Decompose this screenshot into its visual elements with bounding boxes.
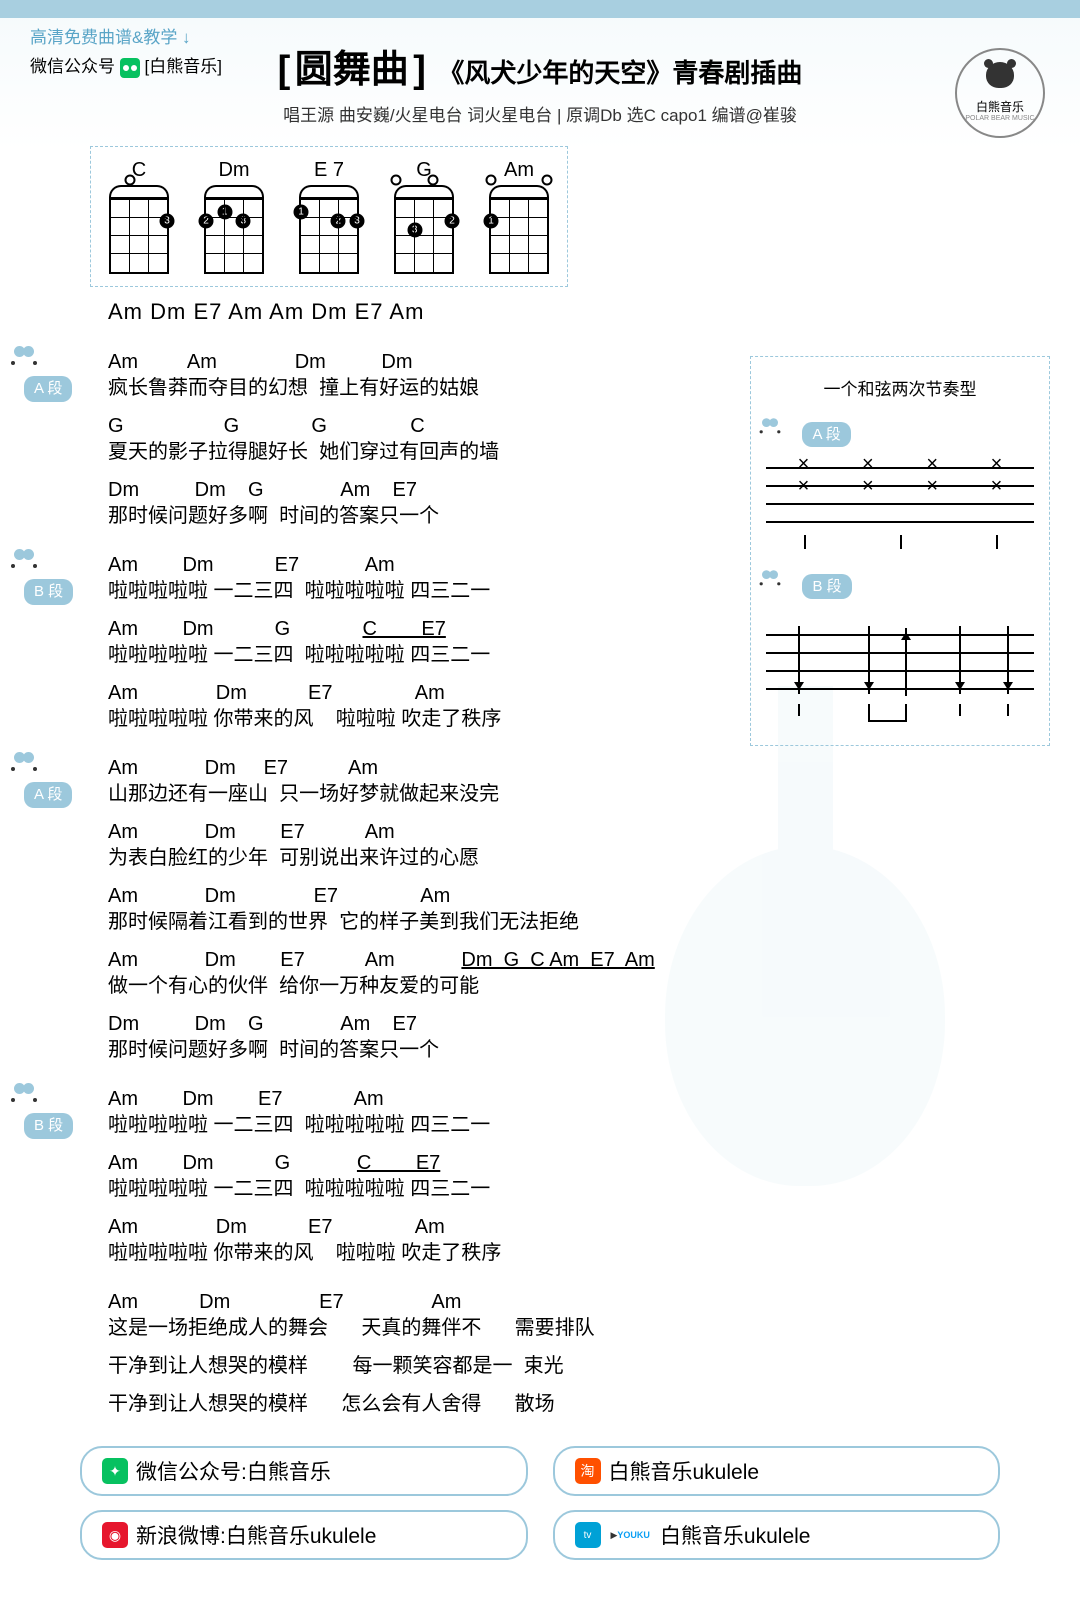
lyric-line: G G G C 夏天的影子拉得腿好长 她们穿过有回声的墙 <box>108 414 1050 464</box>
chord-E 7: E 7 123 <box>299 159 359 274</box>
section-label: B 段 <box>24 1087 73 1139</box>
promo-box: 高清免费曲谱&教学 ↓ 微信公众号 [白熊音乐] <box>30 23 222 78</box>
lyric-line: Am Dm E7 Am 这是一场拒绝成人的舞会 天真的舞伴不 需要排队 <box>108 1290 1050 1340</box>
lyric-line: Am Dm E7 Am 啦啦啦啦啦 你带来的风 啦啦啦 吹走了秩序 <box>108 681 1050 731</box>
lyric-line: Am Dm E7 Am 那时候隔着江看到的世界 它的样子美到我们无法拒绝 <box>108 884 1050 934</box>
song-title: 圆舞曲 <box>295 49 409 91</box>
lyrics-section: B 段 Am Dm E7 Am 啦啦啦啦啦 一二三四 啦啦啦啦啦 四三二一 Am… <box>108 1087 1050 1265</box>
lyric-line: Am Dm E7 Am 啦啦啦啦啦 一二三四 啦啦啦啦啦 四三二一 <box>108 553 1050 603</box>
lyric-line: Dm Dm G Am E7 那时候问题好多啊 时间的答案只一个 <box>108 478 1050 528</box>
brand-logo: 白熊音乐 POLAR BEAR MUSIC <box>955 48 1045 138</box>
header: 高清免费曲谱&教学 ↓ 微信公众号 [白熊音乐] [ 圆舞曲 ] 《风犬少年的天… <box>0 18 1080 126</box>
promo-line2: 微信公众号 [白熊音乐] <box>30 52 222 78</box>
chord-G: G 23 <box>394 159 454 274</box>
chord-Dm: Dm 123 <box>204 159 264 274</box>
footer-wechat[interactable]: ✦ 微信公众号:白熊音乐 <box>80 1446 528 1496</box>
content: 和弦 C 3 Dm 123 <box>0 126 1080 1416</box>
promo-line1: 高清免费曲谱&教学 ↓ <box>30 23 222 48</box>
lyric-line: Am Am Dm Dm 疯长鲁莽而夺目的幻想 撞上有好运的姑娘 <box>108 350 1050 400</box>
lyric-line: Am Dm E7 Am Dm G C Am E7 Am 做一个有心的伙伴 给你一… <box>108 948 1050 998</box>
section-label: A 段 <box>24 350 72 402</box>
taobao-icon: 淘 <box>575 1458 601 1484</box>
lyrics-section: A 段 Am Dm E7 Am 山那边还有一座山 只一场好梦就做起来没完 Am … <box>108 756 1050 1062</box>
top-bar <box>0 0 1080 18</box>
footer-video[interactable]: tv ▶YOUKU 白熊音乐ukulele <box>553 1510 1001 1560</box>
lyric-line: Dm Dm G Am E7 那时候问题好多啊 时间的答案只一个 <box>108 1012 1050 1062</box>
intro-chords: Am Dm E7 Am Am Dm E7 Am <box>108 299 1050 325</box>
song-subtitle: 《风犬少年的天空》青春剧插曲 <box>438 58 802 88</box>
footer-weibo[interactable]: ◉ 新浪微博:白熊音乐ukulele <box>80 1510 528 1560</box>
wechat-icon: ✦ <box>102 1458 128 1484</box>
lyric-line: Am Dm E7 Am 为表白脸红的少年 可别说出来许过的心愿 <box>108 820 1050 870</box>
section-label: B 段 <box>24 553 73 605</box>
bilibili-icon: tv <box>575 1522 601 1548</box>
wechat-icon <box>120 58 140 78</box>
credits: 唱王源 曲安巍/火星电台 词火星电台 | 原调Db 选C capo1 编谱@崔骏 <box>30 101 1050 126</box>
lyric-line: 干净到让人想哭的模样 怎么会有人舍得 散场 <box>108 1392 1050 1416</box>
section-label: A 段 <box>24 756 72 808</box>
lyric-line: Am Dm G C E7 啦啦啦啦啦 一二三四 啦啦啦啦啦 四三二一 <box>108 1151 1050 1201</box>
lyric-line: 干净到让人想哭的模样 每一颗笑容都是一 束光 <box>108 1354 1050 1378</box>
lyric-line: Am Dm E7 Am 山那边还有一座山 只一场好梦就做起来没完 <box>108 756 1050 806</box>
lyric-line: Am Dm E7 Am 啦啦啦啦啦 一二三四 啦啦啦啦啦 四三二一 <box>108 1087 1050 1137</box>
lyric-line: Am Dm E7 Am 啦啦啦啦啦 你带来的风 啦啦啦 吹走了秩序 <box>108 1215 1050 1265</box>
lyrics-section: B 段 Am Dm E7 Am 啦啦啦啦啦 一二三四 啦啦啦啦啦 四三二一 Am… <box>108 553 1050 731</box>
footer-taobao[interactable]: 淘 白熊音乐ukulele <box>553 1446 1001 1496</box>
lyrics-section: Am Dm E7 Am 这是一场拒绝成人的舞会 天真的舞伴不 需要排队 干净到让… <box>108 1290 1050 1416</box>
weibo-icon: ◉ <box>102 1522 128 1548</box>
chord-diagrams-box: C 3 Dm 123 <box>90 146 568 287</box>
youku-icon: ▶YOUKU <box>609 1522 652 1548</box>
lyric-line: Am Dm G C E7 啦啦啦啦啦 一二三四 啦啦啦啦啦 四三二一 <box>108 617 1050 667</box>
footer: ✦ 微信公众号:白熊音乐 淘 白熊音乐ukulele ◉ 新浪微博:白熊音乐uk… <box>0 1446 1080 1560</box>
lyrics-section: A 段 Am Am Dm Dm 疯长鲁莽而夺目的幻想 撞上有好运的姑娘 G G … <box>108 350 1050 528</box>
chord-C: C 3 <box>109 159 169 274</box>
chord-Am: Am 1 <box>489 159 549 274</box>
